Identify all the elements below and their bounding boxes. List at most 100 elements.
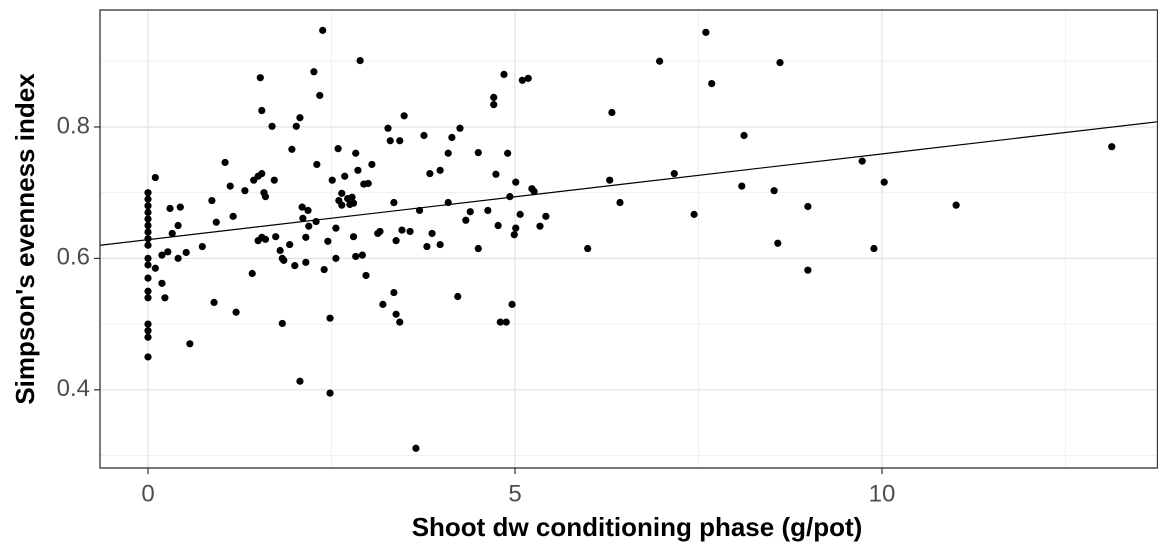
- point: [144, 294, 152, 302]
- point: [210, 298, 218, 307]
- point: [524, 74, 532, 82]
- point: [144, 241, 152, 249]
- point: [364, 179, 372, 188]
- y-tick-label: 0.6: [57, 244, 90, 271]
- point: [670, 170, 678, 178]
- point: [221, 158, 229, 167]
- point: [278, 319, 286, 328]
- regression-line: [100, 121, 1158, 246]
- point: [182, 248, 190, 257]
- x-tick-label: 5: [508, 480, 521, 507]
- point: [144, 353, 152, 361]
- point: [740, 131, 748, 140]
- point: [858, 157, 866, 165]
- point: [774, 239, 782, 247]
- point: [426, 170, 434, 178]
- point: [144, 320, 152, 328]
- point: [396, 318, 404, 326]
- point: [392, 310, 400, 318]
- point: [328, 176, 336, 184]
- point: [144, 327, 152, 335]
- point: [144, 333, 152, 341]
- point: [288, 145, 296, 153]
- point: [420, 131, 428, 140]
- point: [428, 229, 436, 238]
- point: [158, 279, 166, 287]
- point: [354, 166, 362, 174]
- point: [490, 93, 498, 101]
- point: [1108, 143, 1116, 151]
- point: [326, 314, 334, 322]
- point: [500, 70, 508, 78]
- point: [490, 101, 498, 109]
- plot-area: [100, 26, 1158, 452]
- point: [474, 244, 482, 253]
- point: [248, 269, 256, 278]
- point: [448, 133, 456, 142]
- point: [508, 300, 516, 308]
- point: [241, 187, 249, 195]
- point: [299, 214, 307, 222]
- point: [804, 266, 812, 274]
- point: [423, 242, 431, 251]
- point: [608, 108, 616, 117]
- point: [352, 149, 360, 157]
- point: [379, 300, 387, 308]
- point: [298, 203, 306, 211]
- point: [358, 251, 366, 259]
- point: [208, 196, 216, 205]
- point: [384, 124, 392, 132]
- point: [229, 212, 237, 220]
- point: [392, 237, 400, 245]
- point: [352, 252, 360, 261]
- point: [518, 76, 526, 84]
- point: [616, 198, 624, 207]
- point: [412, 444, 420, 452]
- point: [144, 221, 152, 230]
- y-tick-label: 0.4: [57, 375, 90, 402]
- point: [492, 170, 500, 178]
- point: [161, 294, 169, 302]
- point: [176, 203, 184, 211]
- point: [516, 210, 524, 218]
- point: [316, 91, 324, 100]
- point: [268, 122, 276, 130]
- point: [776, 58, 784, 67]
- point: [310, 68, 318, 76]
- point: [305, 222, 313, 230]
- x-tick-label: 10: [869, 480, 896, 507]
- point: [349, 233, 358, 241]
- point: [362, 271, 370, 280]
- point: [386, 137, 394, 145]
- point: [656, 57, 664, 65]
- point: [280, 256, 288, 264]
- point: [376, 227, 384, 236]
- point: [312, 217, 320, 226]
- point: [356, 56, 364, 65]
- point: [454, 292, 462, 301]
- point: [292, 122, 300, 130]
- point: [296, 377, 304, 385]
- point: [272, 233, 280, 241]
- point: [212, 218, 220, 226]
- point: [466, 208, 474, 216]
- point: [496, 318, 504, 326]
- point: [542, 212, 550, 220]
- point: [334, 145, 342, 153]
- point: [296, 114, 304, 122]
- y-tick-label: 0.8: [57, 112, 90, 139]
- point: [151, 264, 159, 272]
- point: [952, 201, 960, 209]
- point: [186, 340, 194, 348]
- point: [151, 173, 159, 182]
- point: [144, 254, 152, 262]
- point: [690, 210, 698, 218]
- point: [504, 149, 512, 157]
- point: [144, 228, 152, 236]
- point: [313, 160, 321, 169]
- point: [302, 233, 310, 241]
- point: [332, 224, 340, 232]
- point: [390, 288, 398, 297]
- point: [166, 204, 174, 213]
